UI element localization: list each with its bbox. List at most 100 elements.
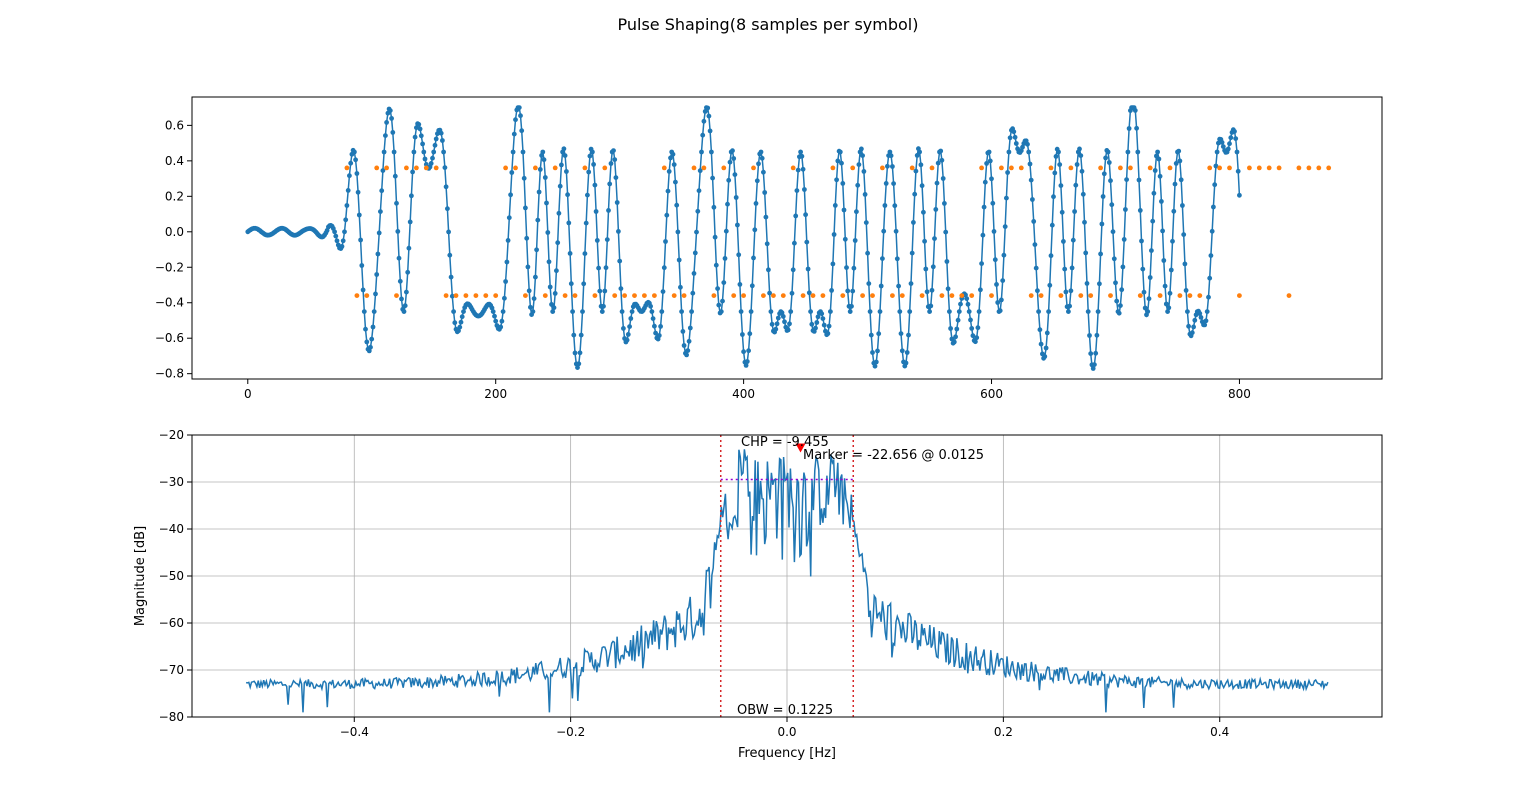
- shaped-sample-point: [907, 309, 913, 314]
- shaped-sample-point: [1025, 141, 1030, 147]
- shaped-sample-point: [526, 288, 532, 294]
- shaped-sample-point: [1032, 242, 1038, 248]
- symbol-sample-point: [473, 293, 479, 298]
- shaped-sample-point: [352, 149, 357, 155]
- symbol-sample-point: [1118, 165, 1123, 171]
- spectrum-x-label: Frequency [Hz]: [738, 746, 836, 761]
- symbol-sample-point: [890, 293, 895, 298]
- shaped-sample-point: [374, 272, 380, 277]
- shaped-sample-point: [990, 200, 996, 206]
- shaped-sample-point: [1068, 288, 1074, 294]
- shaped-sample-point: [948, 326, 953, 331]
- shaped-sample-point: [707, 128, 713, 134]
- shaped-sample-point: [965, 301, 971, 307]
- shaped-sample-point: [867, 309, 873, 314]
- shaped-sample-point: [510, 149, 516, 155]
- shaped-sample-point: [973, 339, 978, 345]
- shaped-sample-point: [599, 309, 605, 314]
- shaped-sample-point: [503, 279, 508, 284]
- shaped-sample-point: [1092, 362, 1097, 367]
- shaped-sample-point: [761, 169, 766, 175]
- shaped-sample-point: [390, 130, 396, 135]
- shaped-sample-point: [504, 259, 510, 265]
- symbol-sample-point: [909, 165, 915, 171]
- shaped-sample-point: [974, 335, 980, 341]
- shaped-sample-point: [813, 325, 818, 331]
- shaped-sample-point: [660, 289, 666, 294]
- shaped-sample-point: [882, 203, 888, 208]
- shaped-sample-point: [690, 290, 696, 296]
- shaped-sample-point: [1163, 301, 1169, 307]
- shaped-sample-point: [861, 169, 867, 174]
- shaped-sample-point: [992, 257, 998, 263]
- shaped-sample-point: [873, 359, 879, 365]
- shaped-sample-point: [741, 349, 746, 355]
- shaped-sample-point: [1160, 228, 1165, 234]
- shaped-sample-point: [618, 286, 624, 291]
- shaped-sample-point: [737, 282, 743, 287]
- shaped-sample-point: [621, 326, 626, 331]
- shaped-sample-point: [1079, 168, 1085, 174]
- shaped-sample-point: [1142, 305, 1148, 311]
- symbol-sample-point: [711, 293, 717, 298]
- symbol-sample-point: [493, 293, 499, 298]
- spectrum-y-tick-label: −30: [159, 475, 184, 489]
- time-y-tick-label: −0.6: [155, 331, 184, 345]
- shaped-sample-point: [802, 187, 807, 192]
- shaped-sample-point: [364, 339, 370, 345]
- shaped-sample-point: [624, 337, 630, 343]
- shaped-sample-point: [380, 168, 386, 174]
- shaped-sample-point: [1155, 149, 1160, 155]
- symbol-sample-point: [1177, 293, 1183, 298]
- shaped-sample-point: [679, 309, 684, 314]
- shaped-sample-point: [411, 149, 417, 155]
- shaped-sample-point: [1097, 281, 1102, 287]
- shaped-sample-point: [963, 292, 968, 298]
- symbol-sample-point: [1028, 293, 1034, 298]
- shaped-sample-point: [1028, 177, 1034, 183]
- shaped-sample-point: [1167, 290, 1173, 296]
- shaped-sample-point: [831, 232, 837, 237]
- shaped-sample-point: [834, 177, 839, 183]
- shaped-sample-point: [840, 181, 846, 186]
- shaped-sample-point: [881, 228, 887, 234]
- shaped-sample-point: [934, 180, 940, 186]
- symbol-sample-point: [632, 293, 637, 298]
- shaped-sample-point: [989, 176, 994, 182]
- symbol-sample-point: [1286, 293, 1292, 298]
- shaped-sample-point: [1137, 208, 1143, 213]
- obw-label: OBW = 0.1225: [737, 703, 833, 718]
- shaped-sample-point: [939, 157, 945, 163]
- shaped-sample-point: [1067, 303, 1072, 309]
- shaped-sample-point: [1166, 305, 1172, 311]
- shaped-sample-point: [1233, 136, 1239, 142]
- shaped-sample-point: [449, 293, 455, 299]
- shaped-sample-point: [856, 162, 862, 168]
- symbol-sample-point: [1038, 293, 1044, 298]
- shaped-sample-point: [747, 331, 753, 337]
- shaped-sample-point: [1157, 173, 1163, 179]
- shaped-sample-point: [764, 241, 770, 247]
- shaped-sample-point: [779, 310, 785, 316]
- shaped-sample-point: [1088, 351, 1094, 356]
- time-x-ticks: 0 200 400 600 800: [244, 379, 1251, 401]
- shaped-sample-point: [604, 237, 610, 243]
- shaped-sample-point: [568, 281, 574, 287]
- shaped-sample-point: [981, 204, 987, 210]
- symbol-sample-point: [919, 293, 925, 298]
- shaped-sample-point: [616, 229, 621, 234]
- shaped-sample-point: [340, 238, 346, 244]
- shaped-sample-point: [966, 309, 972, 314]
- shaped-sample-point: [602, 288, 608, 294]
- shaped-sample-point: [333, 233, 339, 239]
- symbol-sample-point: [1167, 165, 1173, 171]
- shaped-sample-point: [746, 348, 751, 354]
- shaped-sample-point: [684, 352, 689, 358]
- shaped-sample-point: [1176, 148, 1182, 154]
- shaped-sample-point: [521, 175, 527, 181]
- shaped-sample-point: [702, 109, 708, 114]
- shaped-sample-point: [355, 189, 361, 195]
- shaped-sample-point: [1186, 323, 1191, 329]
- shaped-sample-point: [332, 229, 337, 235]
- shaped-sample-point: [1027, 161, 1033, 167]
